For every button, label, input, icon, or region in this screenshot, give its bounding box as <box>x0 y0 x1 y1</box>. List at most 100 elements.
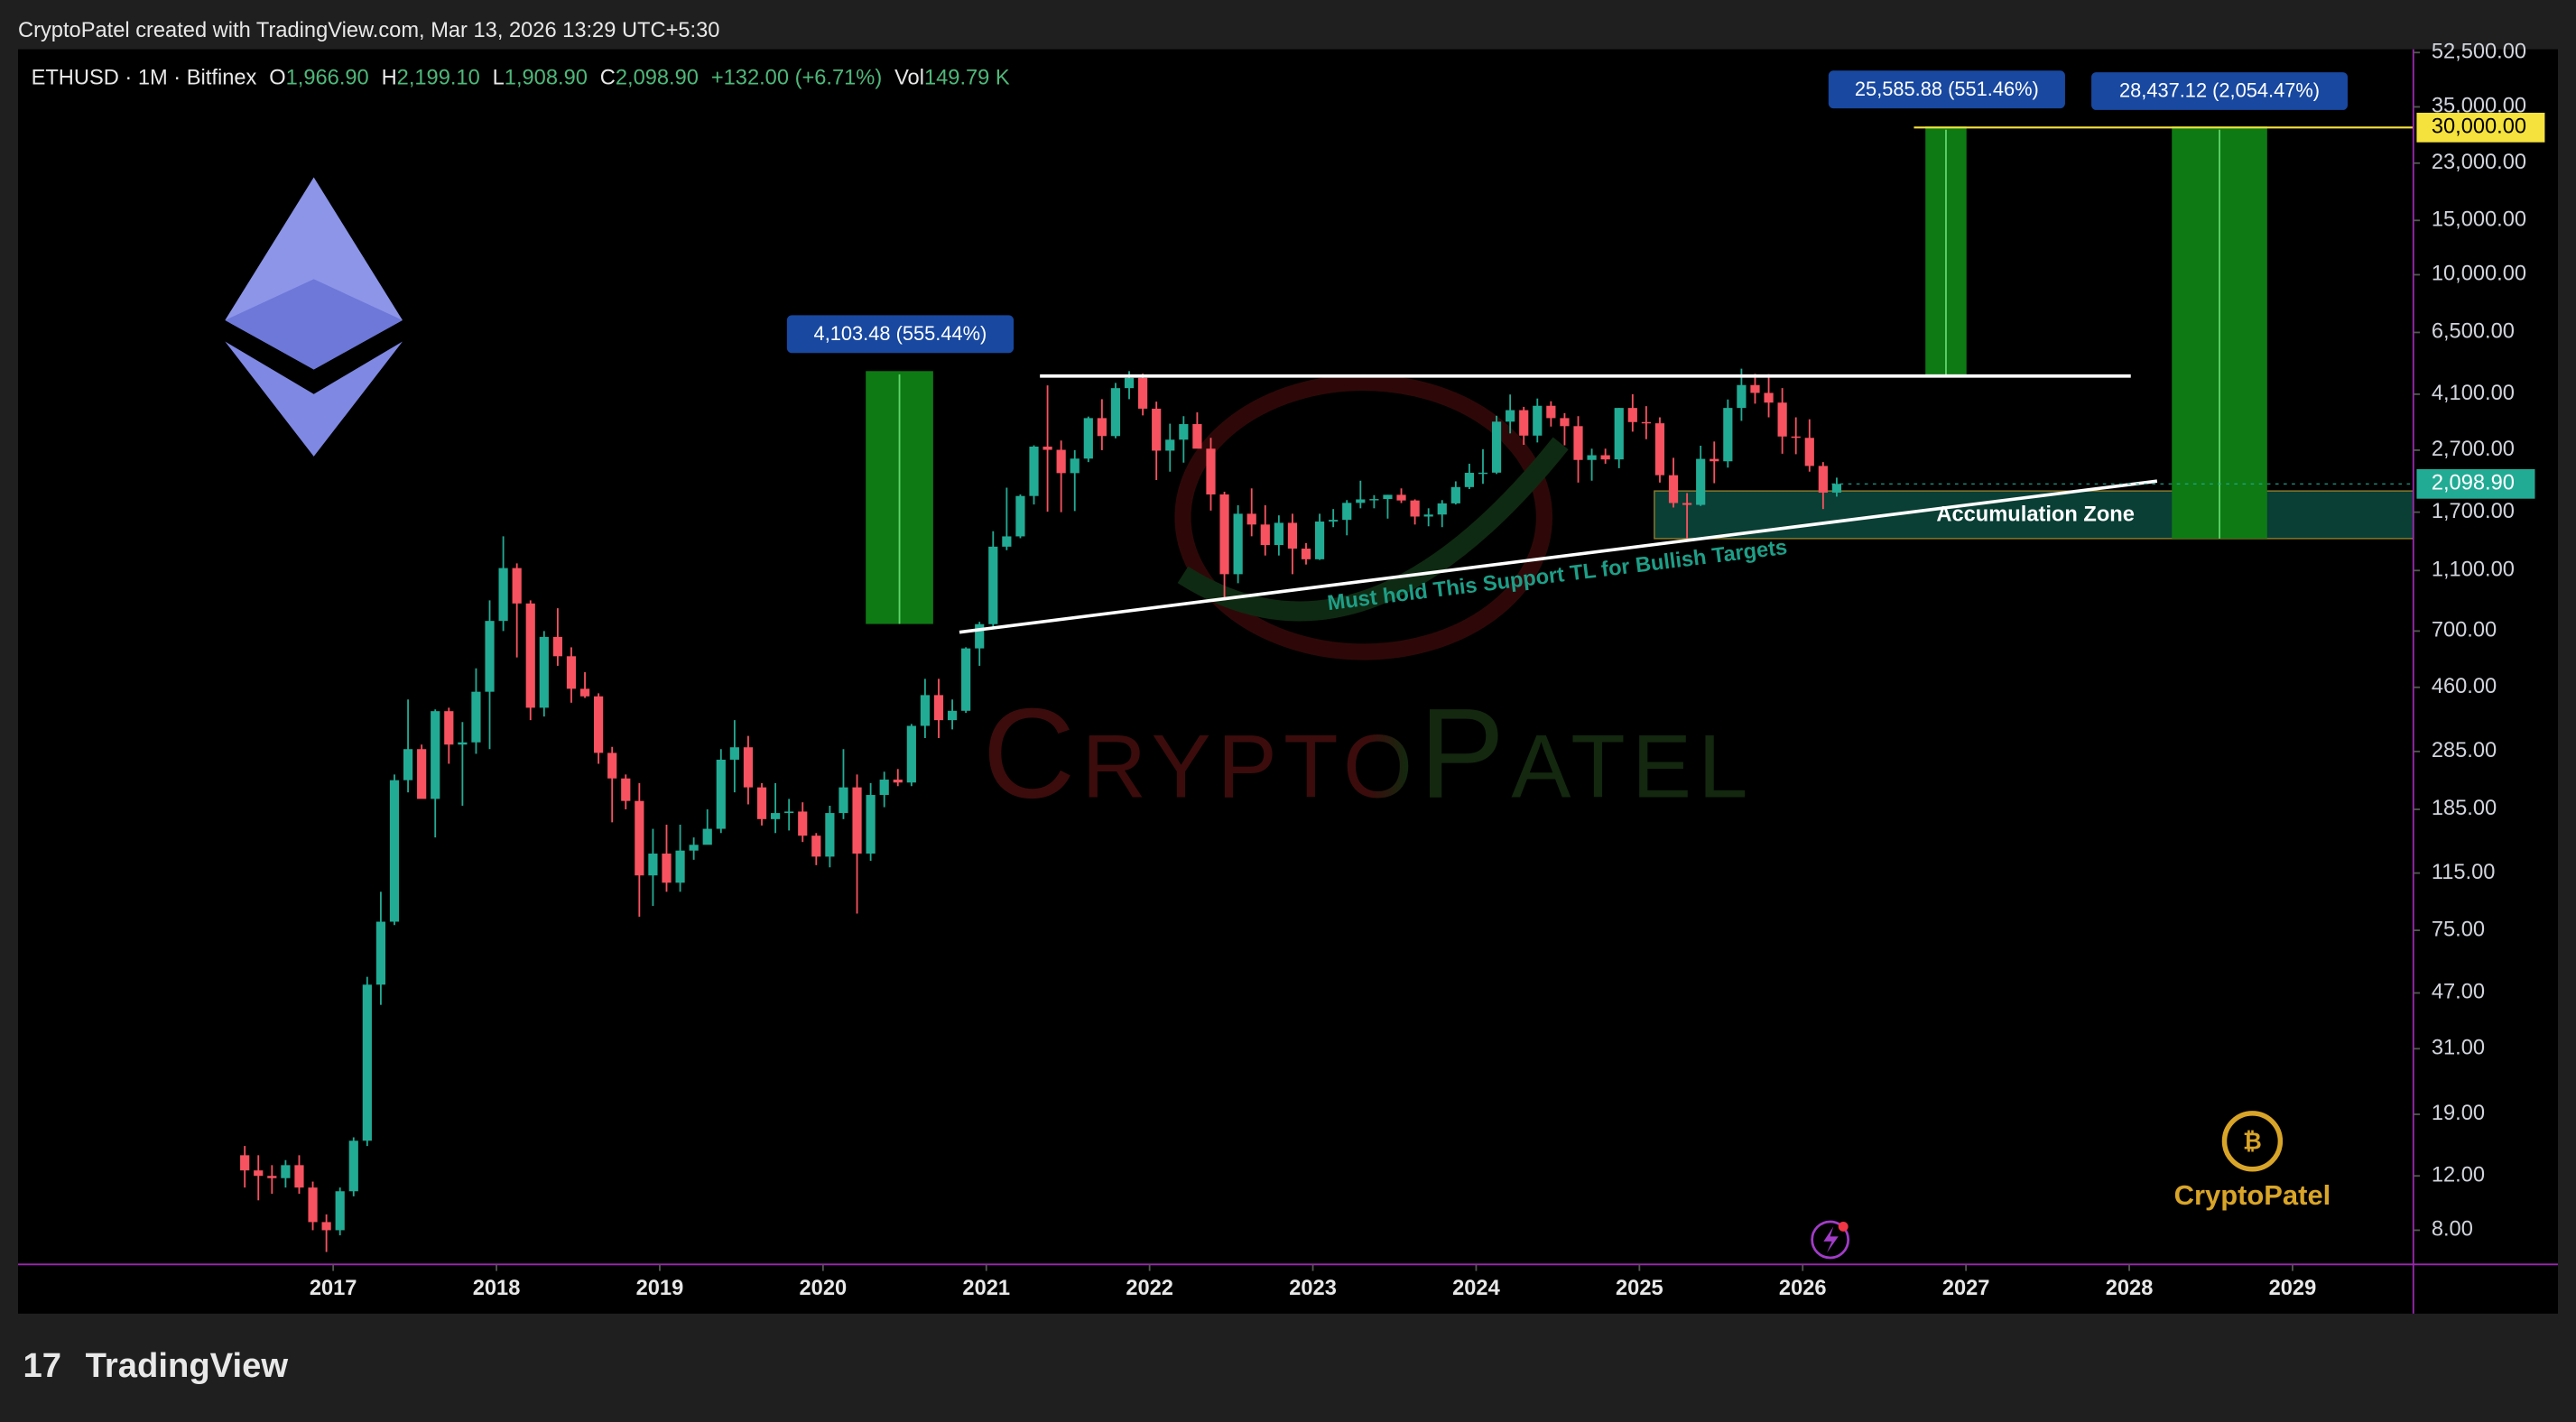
candle-body <box>635 800 644 876</box>
candle-body <box>1165 439 1175 451</box>
candle-body <box>1002 536 1012 547</box>
zone-label: Accumulation Zone <box>1936 503 2135 527</box>
candle-body <box>1560 418 1570 427</box>
candle-body <box>1506 410 1515 422</box>
candle-body <box>1533 405 1543 436</box>
candle-body <box>893 780 903 783</box>
candle-body <box>1777 402 1787 437</box>
x-tick-label: 2019 <box>636 1277 684 1300</box>
x-tick-label: 2017 <box>310 1277 357 1300</box>
legend-value: 1,966.90 <box>286 67 369 90</box>
footer: 17 TradingView <box>23 1346 288 1385</box>
candle-body <box>947 710 958 721</box>
last-price-box <box>2416 468 2535 499</box>
candle-body <box>281 1165 291 1178</box>
candle-body <box>1179 424 1189 440</box>
candle-body <box>1682 503 1692 505</box>
candle-body <box>1138 377 1148 409</box>
legend: ETHUSD · 1M · Bitfinex O1,966.90 H2,199.… <box>32 67 1010 90</box>
y-tick-label: 8.00 <box>2432 1218 2473 1242</box>
candle-body <box>594 696 604 753</box>
x-tick-label: 2022 <box>1126 1277 1173 1300</box>
candle-body <box>375 921 386 985</box>
x-tick-label: 2024 <box>1452 1277 1500 1300</box>
y-tick-label: 15,000.00 <box>2432 208 2526 232</box>
legend-value: 2,098.90 <box>616 67 699 90</box>
x-tick-label: 2023 <box>1289 1277 1337 1300</box>
x-tick-label: 2029 <box>2269 1277 2317 1300</box>
candle-body <box>254 1170 264 1177</box>
candle-body <box>879 780 889 796</box>
y-tick-label: 700.00 <box>2432 619 2497 642</box>
measure-label: 28,437.12 (2,054.47%) <box>2119 79 2320 102</box>
legend-value: 2,199.10 <box>397 67 480 90</box>
candle-body <box>988 546 998 624</box>
candle-body <box>852 787 862 854</box>
x-tick-label: 2020 <box>800 1277 848 1300</box>
candle-body <box>444 711 454 745</box>
header-title: CryptoPatel created with TradingView.com… <box>18 19 719 42</box>
measure-label-box <box>786 315 1015 354</box>
eth-logo-bottom <box>225 341 403 457</box>
candle-body <box>1614 408 1624 460</box>
candle-body <box>240 1155 250 1171</box>
y-tick-label: 75.00 <box>2432 918 2485 941</box>
x-tick-label: 2018 <box>473 1277 521 1300</box>
x-tick-label: 2026 <box>1779 1277 1827 1300</box>
legend-key: H <box>382 67 397 90</box>
candle-body <box>403 749 413 780</box>
legend-symbol: ETHUSD · 1M · Bitfinex <box>32 67 257 90</box>
footer-logo: 17 <box>23 1346 61 1385</box>
y-tick-label: 23,000.00 <box>2432 151 2526 174</box>
candle-body <box>1015 495 1025 537</box>
candle-body <box>1110 388 1121 437</box>
candle-body <box>648 854 658 876</box>
candle-body <box>933 695 944 721</box>
support-trendline <box>959 479 2158 634</box>
plot-area <box>18 49 2558 1314</box>
candle-body <box>498 568 508 622</box>
candle-body <box>1831 484 1842 493</box>
candle-body <box>1329 520 1339 522</box>
watermark-swoosh <box>1177 437 1569 622</box>
axes: 8.00 12.00 19.00 31.00 47.00 75.00 115.00 185.0… <box>310 40 2545 1300</box>
y-tick-label: 460.00 <box>2432 675 2497 698</box>
candle-body <box>1124 377 1135 389</box>
alert-icon[interactable] <box>1811 1220 1850 1260</box>
candle-body <box>1654 423 1665 476</box>
candle-body <box>458 742 468 745</box>
logo-text: CryptoPatel <box>2174 1179 2331 1211</box>
candle-body <box>1246 513 1256 525</box>
y-tick-label: 6,500.00 <box>2432 320 2515 344</box>
candle-body <box>1764 392 1774 403</box>
legend-key: O <box>269 67 285 90</box>
target-label: 30,000.00 <box>2432 115 2526 139</box>
candle-body <box>1192 424 1202 449</box>
measure-label: 4,103.48 (555.44%) <box>814 322 987 345</box>
candle-body <box>1573 426 1583 460</box>
candle-body <box>485 621 495 692</box>
y-tick-label: 10,000.00 <box>2432 263 2526 286</box>
candle-body <box>1478 472 1488 475</box>
candle-body <box>294 1165 304 1188</box>
alert-dot <box>1838 1221 1849 1232</box>
candle-body <box>417 749 427 799</box>
measure-label-box <box>2091 72 2348 110</box>
candle-body <box>839 787 848 814</box>
candle-body <box>716 759 726 829</box>
candle-body <box>1342 503 1352 521</box>
y-tick-label: 4,100.00 <box>2432 382 2515 405</box>
measure-label-box <box>1828 70 2065 109</box>
y-tick-label: 31.00 <box>2432 1037 2485 1060</box>
legend-value: 1,908.90 <box>505 67 588 90</box>
candle-body <box>1070 458 1080 474</box>
candle-body <box>1260 524 1270 546</box>
last-price-label: 2,098.90 <box>2432 472 2515 495</box>
candle-body <box>321 1222 331 1231</box>
target-label-box <box>2416 112 2545 143</box>
candle-body <box>1546 405 1556 419</box>
candle-body <box>1587 455 1597 460</box>
candle-body <box>1152 408 1162 451</box>
